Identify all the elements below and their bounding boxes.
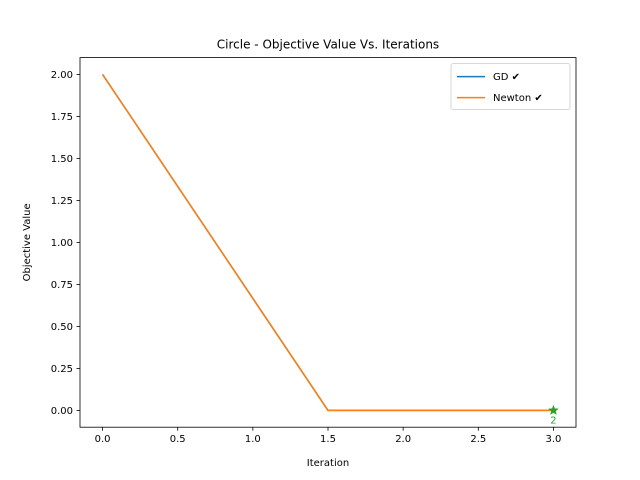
legend-entry-label: GD ✔ xyxy=(493,72,520,83)
x-tick-label: 2.0 xyxy=(395,434,411,445)
x-tick-label: 1.5 xyxy=(320,434,336,445)
convergence-star-marker xyxy=(548,404,559,416)
y-tick-label: 0.25 xyxy=(51,364,73,375)
chart-title: Circle - Objective Value Vs. Iterations xyxy=(217,38,439,52)
x-tick-label: 3.0 xyxy=(546,434,562,445)
legend-entry-label: Newton ✔ xyxy=(493,93,543,104)
y-tick-label: 1.50 xyxy=(51,154,73,165)
x-tick-label: 0.5 xyxy=(170,434,186,445)
convergence-annotation-label: 2 xyxy=(550,415,556,426)
y-axis-ticks: 0.00 0.25 0.50 0.75 1.00 1.25 1.50 1.75 2.00 xyxy=(51,70,80,417)
series-line-newton xyxy=(101,73,554,412)
y-tick-label: 1.00 xyxy=(51,238,73,249)
y-tick-label: 1.25 xyxy=(51,196,73,207)
y-tick-label: 0.00 xyxy=(51,406,73,417)
x-axis-ticks: 0.0 0.5 1.0 1.5 2.0 2.5 3.0 xyxy=(95,427,562,445)
x-tick-label: 1.0 xyxy=(245,434,261,445)
legend: GD ✔ Newton ✔ xyxy=(450,63,571,110)
plot-area: 2 xyxy=(101,73,559,426)
y-tick-label: 1.75 xyxy=(51,112,73,123)
y-tick-label: 0.75 xyxy=(51,280,73,291)
x-axis-label: Iteration xyxy=(307,458,349,469)
x-tick-label: 2.5 xyxy=(470,434,486,445)
y-tick-label: 2.00 xyxy=(51,70,73,81)
y-tick-label: 0.50 xyxy=(51,322,73,333)
y-axis-label: Objective Value xyxy=(22,203,33,281)
x-tick-label: 0.0 xyxy=(95,434,111,445)
